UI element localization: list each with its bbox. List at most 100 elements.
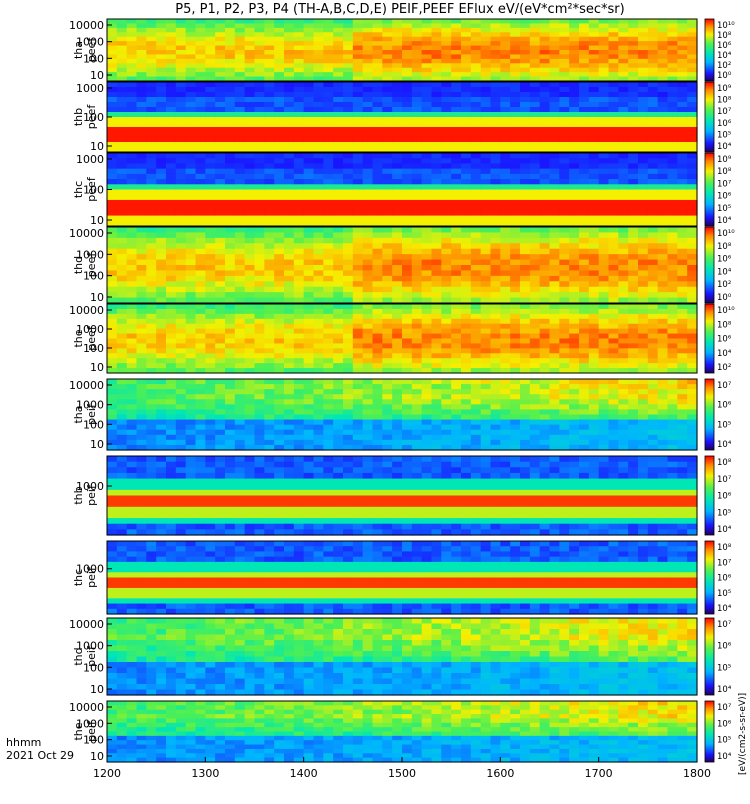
spectrogram-cell [314, 435, 324, 441]
spectrogram-cell [599, 232, 609, 238]
spectrogram-cell [294, 404, 304, 410]
spectrogram-cell [422, 314, 432, 320]
spectrogram-cell [323, 394, 333, 400]
spectrogram-cell [205, 379, 215, 385]
spectrogram-cell [530, 97, 540, 103]
spectrogram-cell [255, 430, 265, 436]
spectrogram-cell [579, 287, 589, 293]
spectrogram-cell [628, 270, 638, 276]
spectrogram-cell [323, 50, 333, 55]
spectrogram-cell [599, 260, 609, 266]
spectrogram-cell [481, 324, 491, 330]
spectrogram-cell [559, 216, 569, 222]
spectrogram-cell [392, 122, 402, 128]
spectrogram-cell [205, 430, 215, 436]
spectrogram-cell [432, 23, 442, 28]
spectrogram-cell [166, 195, 176, 201]
spectrogram-cell [412, 343, 422, 349]
spectrogram-cell [215, 394, 225, 400]
spectrogram-cell [461, 287, 471, 293]
spectrogram-cell [618, 276, 628, 282]
spectrogram-cell [235, 216, 245, 222]
spectrogram-cell [117, 50, 127, 55]
spectrogram-cell [382, 59, 392, 64]
spectrogram-cell [156, 420, 166, 426]
spectrogram-cell [412, 169, 422, 175]
spectrogram-cell [156, 409, 166, 415]
spectrogram-cell [294, 384, 304, 390]
spectrogram-cell [146, 329, 156, 335]
spectrogram-cell [658, 324, 668, 330]
spectrogram-cell [520, 82, 530, 88]
spectrogram-cell [245, 68, 255, 73]
spectrogram-cell [540, 179, 550, 185]
spectrogram-cell [314, 319, 324, 325]
spectrogram-cell [117, 19, 127, 24]
spectrogram-cell [451, 63, 461, 68]
spectrogram-cell [412, 260, 422, 266]
spectrogram-cell [314, 353, 324, 359]
spectrogram-cell [245, 420, 255, 426]
spectrogram-cell [687, 227, 697, 233]
spectrogram-cell [628, 205, 638, 211]
spectrogram-cell [343, 358, 353, 364]
spectrogram-cell [412, 254, 422, 260]
spectrogram-cell [589, 384, 599, 390]
spectrogram-cell [245, 309, 255, 315]
spectrogram-cell [540, 348, 550, 354]
spectrogram-cell [205, 384, 215, 390]
spectrogram-cell [500, 292, 510, 298]
spectrogram-cell [264, 54, 274, 59]
spectrogram-cell [274, 440, 284, 446]
spectrogram-cell [146, 358, 156, 364]
spectrogram-cell [333, 54, 343, 59]
spectrogram-cell [461, 270, 471, 276]
colorbar-tick-label: 10⁵ [717, 204, 731, 214]
spectrogram-cell [274, 353, 284, 359]
spectrogram-cell [540, 158, 550, 164]
spectrogram-cell [510, 319, 520, 325]
spectrogram-cell [107, 238, 117, 244]
spectrogram-cell [127, 163, 137, 169]
spectrogram-cell [589, 72, 599, 77]
spectrogram-cell [559, 329, 569, 335]
spectrogram-cell [225, 195, 235, 201]
spectrogram-cell [422, 68, 432, 73]
spectrogram-cell [304, 32, 314, 37]
spectrogram-cell [530, 358, 540, 364]
spectrogram-cell [461, 23, 471, 28]
spectrogram-cell [510, 200, 520, 206]
spectrogram-cell [353, 309, 363, 315]
spectrogram-cell [353, 28, 363, 33]
spectrogram-cell [540, 379, 550, 385]
spectrogram-cell [510, 87, 520, 93]
spectrogram-cell [609, 309, 619, 315]
spectrogram-cell [294, 23, 304, 28]
spectrogram-cell [323, 163, 333, 169]
spectrogram-cell [186, 329, 196, 335]
spectrogram-cell [471, 112, 481, 118]
spectrogram-cell [137, 435, 147, 441]
spectrogram-cell [245, 232, 255, 238]
spectrogram-cell [687, 41, 697, 46]
spectrogram-cell [176, 169, 186, 175]
spectrogram-cell [343, 102, 353, 108]
spectrogram-cell [294, 107, 304, 113]
spectrogram-cell [599, 358, 609, 364]
spectrogram-cell [117, 28, 127, 33]
spectrogram-cell [323, 179, 333, 185]
spectrogram-cell [687, 324, 697, 330]
spectrogram-cell [530, 287, 540, 293]
spectrogram-cell [491, 92, 501, 98]
spectrogram-cell [461, 72, 471, 77]
colorbar-tick-label: 10⁴ [717, 267, 732, 277]
spectrogram-cell [412, 72, 422, 77]
spectrogram-cell [392, 117, 402, 123]
spectrogram-cell [107, 23, 117, 28]
spectrogram-cell [638, 54, 648, 59]
spectrogram-cell [235, 137, 245, 143]
spectrogram-cell [530, 420, 540, 426]
spectrogram-cell [363, 415, 373, 421]
spectrogram-cell [323, 132, 333, 138]
spectrogram-cell [609, 19, 619, 24]
